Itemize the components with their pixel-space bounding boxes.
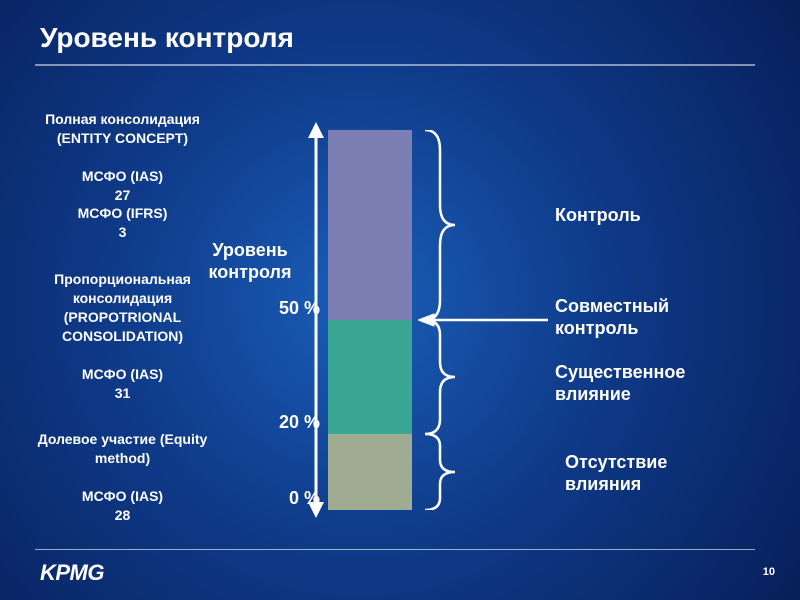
left-block-2: Пропорциональная консолидация (PROPOTRIO… xyxy=(35,270,210,402)
left-column: Полная консолидация (ENTITY CONCEPT) МСФ… xyxy=(35,110,210,553)
slide-title: Уровень контроля xyxy=(40,22,294,54)
label-none: Отсутствие влияния xyxy=(565,452,667,495)
title-underline xyxy=(35,64,755,66)
bar-segment xyxy=(328,320,412,434)
tick-20: 20 % xyxy=(279,412,320,433)
level-bar xyxy=(328,130,412,510)
joint-arrow-icon xyxy=(418,312,548,328)
axis-label: Уровень контроля xyxy=(200,240,300,283)
page-number: 10 xyxy=(763,566,775,578)
brace-influence xyxy=(420,320,460,434)
footer-line xyxy=(35,549,755,551)
bar-segment xyxy=(328,434,412,510)
kpmg-logo: KPMG xyxy=(40,560,104,586)
label-influence: Существенное влияние xyxy=(555,362,685,405)
brace-control xyxy=(420,130,460,320)
label-joint: Совместный контроль xyxy=(555,296,669,339)
tick-0: 0 % xyxy=(289,488,320,509)
tick-50: 50 % xyxy=(279,298,320,319)
label-control: Контроль xyxy=(555,205,641,227)
double-arrow-icon xyxy=(306,122,326,518)
brace-none xyxy=(420,434,460,510)
slide: Уровень контроля Полная консолидация (EN… xyxy=(0,0,800,600)
left-block-3: Долевое участие (Equity method) МСФО (IA… xyxy=(35,430,210,524)
left-block-1: Полная консолидация (ENTITY CONCEPT) МСФ… xyxy=(35,110,210,242)
bar-segment xyxy=(328,130,412,320)
